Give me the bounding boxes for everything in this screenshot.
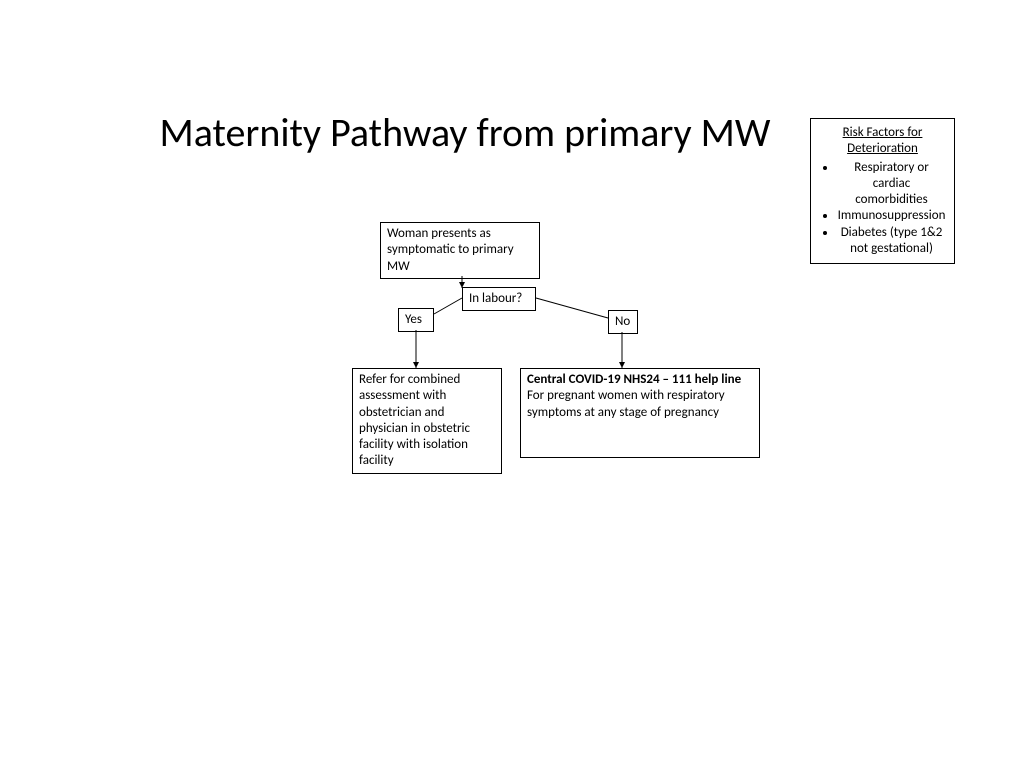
page-title: Maternity Pathway from primary MW bbox=[155, 110, 775, 156]
risk-item: Respiratory or cardiac comorbidities bbox=[837, 160, 946, 209]
node-yes: Yes bbox=[398, 308, 434, 332]
risk-item: Immunosuppression bbox=[837, 208, 946, 224]
node-refer: Refer for combined assessment with obste… bbox=[352, 368, 502, 474]
risk-factors-box: Risk Factors for Deterioration Respirato… bbox=[810, 118, 955, 264]
node-decision: In labour? bbox=[462, 287, 536, 311]
node-no: No bbox=[608, 310, 638, 334]
risk-list: Respiratory or cardiac comorbidities Imm… bbox=[815, 160, 950, 258]
helpline-body: For pregnant women with respiratory symp… bbox=[527, 388, 725, 419]
node-helpline: Central COVID-19 NHS24 – 111 help line F… bbox=[520, 368, 760, 458]
risk-item: Diabetes (type 1&2 not gestational) bbox=[837, 225, 946, 258]
helpline-title: Central COVID-19 NHS24 – 111 help line bbox=[527, 372, 741, 387]
risk-title: Risk Factors for Deterioration bbox=[815, 125, 950, 158]
node-start: Woman presents as symptomatic to primary… bbox=[380, 222, 540, 279]
